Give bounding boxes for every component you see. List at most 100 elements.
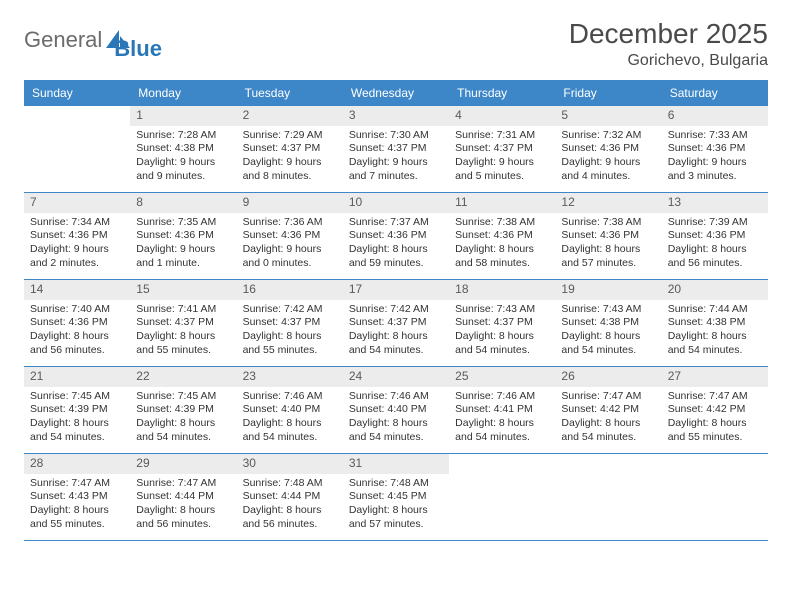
daylight-text: Daylight: 8 hours and 55 minutes.	[243, 330, 337, 357]
day-body: Sunrise: 7:47 AMSunset: 4:44 PMDaylight:…	[130, 474, 236, 538]
day-number: 13	[662, 193, 768, 213]
day-body: Sunrise: 7:29 AMSunset: 4:37 PMDaylight:…	[237, 126, 343, 190]
daylight-text: Daylight: 8 hours and 57 minutes.	[561, 243, 655, 270]
day-number: 30	[237, 454, 343, 474]
day-cell: 13Sunrise: 7:39 AMSunset: 4:36 PMDayligh…	[662, 193, 768, 279]
day-cell: 23Sunrise: 7:46 AMSunset: 4:40 PMDayligh…	[237, 367, 343, 453]
sunrise-text: Sunrise: 7:39 AM	[668, 216, 762, 230]
day-body: Sunrise: 7:47 AMSunset: 4:42 PMDaylight:…	[662, 387, 768, 451]
sunrise-text: Sunrise: 7:45 AM	[30, 390, 124, 404]
sunset-text: Sunset: 4:44 PM	[136, 490, 230, 504]
day-body: Sunrise: 7:43 AMSunset: 4:38 PMDaylight:…	[555, 300, 661, 364]
sunrise-text: Sunrise: 7:43 AM	[561, 303, 655, 317]
day-cell: 14Sunrise: 7:40 AMSunset: 4:36 PMDayligh…	[24, 280, 130, 366]
day-number: 8	[130, 193, 236, 213]
daylight-text: Daylight: 8 hours and 55 minutes.	[136, 330, 230, 357]
day-body: Sunrise: 7:42 AMSunset: 4:37 PMDaylight:…	[237, 300, 343, 364]
day-cell: 27Sunrise: 7:47 AMSunset: 4:42 PMDayligh…	[662, 367, 768, 453]
sunrise-text: Sunrise: 7:44 AM	[668, 303, 762, 317]
sunset-text: Sunset: 4:45 PM	[349, 490, 443, 504]
weekday-header: Thursday	[449, 80, 555, 106]
sunrise-text: Sunrise: 7:30 AM	[349, 129, 443, 143]
sunset-text: Sunset: 4:40 PM	[243, 403, 337, 417]
day-number: 22	[130, 367, 236, 387]
daylight-text: Daylight: 8 hours and 56 minutes.	[243, 504, 337, 531]
daylight-text: Daylight: 8 hours and 54 minutes.	[30, 417, 124, 444]
day-cell: 5Sunrise: 7:32 AMSunset: 4:36 PMDaylight…	[555, 106, 661, 192]
day-body: Sunrise: 7:41 AMSunset: 4:37 PMDaylight:…	[130, 300, 236, 364]
day-cell: 20Sunrise: 7:44 AMSunset: 4:38 PMDayligh…	[662, 280, 768, 366]
daylight-text: Daylight: 8 hours and 58 minutes.	[455, 243, 549, 270]
sunrise-text: Sunrise: 7:46 AM	[243, 390, 337, 404]
sunset-text: Sunset: 4:36 PM	[668, 142, 762, 156]
weekday-header: Wednesday	[343, 80, 449, 106]
week-row: 21Sunrise: 7:45 AMSunset: 4:39 PMDayligh…	[24, 367, 768, 454]
week-row: 28Sunrise: 7:47 AMSunset: 4:43 PMDayligh…	[24, 454, 768, 541]
day-number: 2	[237, 106, 343, 126]
calendar-body: . 1Sunrise: 7:28 AMSunset: 4:38 PMDayligh…	[24, 106, 768, 541]
day-number: 11	[449, 193, 555, 213]
sunrise-text: Sunrise: 7:47 AM	[136, 477, 230, 491]
sunrise-text: Sunrise: 7:46 AM	[455, 390, 549, 404]
sunset-text: Sunset: 4:36 PM	[561, 229, 655, 243]
sunset-text: Sunset: 4:40 PM	[349, 403, 443, 417]
day-number: 6	[662, 106, 768, 126]
sunrise-text: Sunrise: 7:47 AM	[561, 390, 655, 404]
day-body: Sunrise: 7:35 AMSunset: 4:36 PMDaylight:…	[130, 213, 236, 277]
day-body: Sunrise: 7:43 AMSunset: 4:37 PMDaylight:…	[449, 300, 555, 364]
day-body: Sunrise: 7:47 AMSunset: 4:42 PMDaylight:…	[555, 387, 661, 451]
day-body: Sunrise: 7:32 AMSunset: 4:36 PMDaylight:…	[555, 126, 661, 190]
day-body: Sunrise: 7:36 AMSunset: 4:36 PMDaylight:…	[237, 213, 343, 277]
sunrise-text: Sunrise: 7:28 AM	[136, 129, 230, 143]
day-number: 31	[343, 454, 449, 474]
sunrise-text: Sunrise: 7:34 AM	[30, 216, 124, 230]
week-row: .1Sunrise: 7:28 AMSunset: 4:38 PMDayligh…	[24, 106, 768, 193]
day-body: Sunrise: 7:45 AMSunset: 4:39 PMDaylight:…	[24, 387, 130, 451]
daylight-text: Daylight: 8 hours and 54 minutes.	[561, 417, 655, 444]
day-body: Sunrise: 7:38 AMSunset: 4:36 PMDaylight:…	[555, 213, 661, 277]
day-cell: 24Sunrise: 7:46 AMSunset: 4:40 PMDayligh…	[343, 367, 449, 453]
day-cell: 19Sunrise: 7:43 AMSunset: 4:38 PMDayligh…	[555, 280, 661, 366]
sunset-text: Sunset: 4:36 PM	[455, 229, 549, 243]
day-cell: 16Sunrise: 7:42 AMSunset: 4:37 PMDayligh…	[237, 280, 343, 366]
day-cell: 11 Sunrise: 7:38 AMSunset: 4:36 PMDayligh…	[449, 193, 555, 279]
day-number: 27	[662, 367, 768, 387]
day-cell: .	[449, 454, 555, 540]
sunset-text: Sunset: 4:37 PM	[455, 316, 549, 330]
day-number: 4	[449, 106, 555, 126]
sunrise-text: Sunrise: 7:40 AM	[30, 303, 124, 317]
sunset-text: Sunset: 4:37 PM	[243, 316, 337, 330]
sunrise-text: Sunrise: 7:47 AM	[668, 390, 762, 404]
day-number: 20	[662, 280, 768, 300]
day-number: 3	[343, 106, 449, 126]
sunset-text: Sunset: 4:39 PM	[136, 403, 230, 417]
sunrise-text: Sunrise: 7:38 AM	[455, 216, 549, 230]
day-cell: 21Sunrise: 7:45 AMSunset: 4:39 PMDayligh…	[24, 367, 130, 453]
daylight-text: Daylight: 8 hours and 55 minutes.	[668, 417, 762, 444]
sunrise-text: Sunrise: 7:33 AM	[668, 129, 762, 143]
daylight-text: Daylight: 8 hours and 56 minutes.	[30, 330, 124, 357]
day-body: Sunrise: 7:30 AMSunset: 4:37 PMDaylight:…	[343, 126, 449, 190]
day-cell: 1Sunrise: 7:28 AMSunset: 4:38 PMDaylight…	[130, 106, 236, 192]
day-cell: 22Sunrise: 7:45 AMSunset: 4:39 PMDayligh…	[130, 367, 236, 453]
day-body: Sunrise: 7:45 AMSunset: 4:39 PMDaylight:…	[130, 387, 236, 451]
day-cell: 3Sunrise: 7:30 AMSunset: 4:37 PMDaylight…	[343, 106, 449, 192]
day-body: Sunrise: 7:48 AMSunset: 4:44 PMDaylight:…	[237, 474, 343, 538]
sunset-text: Sunset: 4:37 PM	[243, 142, 337, 156]
day-number: 23	[237, 367, 343, 387]
header: General Blue December 2025 Gorichevo, Bu…	[24, 18, 768, 70]
daylight-text: Daylight: 9 hours and 3 minutes.	[668, 156, 762, 183]
day-number: 16	[237, 280, 343, 300]
daylight-text: Daylight: 8 hours and 56 minutes.	[668, 243, 762, 270]
daylight-text: Daylight: 8 hours and 57 minutes.	[349, 504, 443, 531]
day-body: Sunrise: 7:31 AMSunset: 4:37 PMDaylight:…	[449, 126, 555, 190]
day-cell: 10Sunrise: 7:37 AMSunset: 4:36 PMDayligh…	[343, 193, 449, 279]
daylight-text: Daylight: 8 hours and 55 minutes.	[30, 504, 124, 531]
sunrise-text: Sunrise: 7:35 AM	[136, 216, 230, 230]
day-cell: 25Sunrise: 7:46 AMSunset: 4:41 PMDayligh…	[449, 367, 555, 453]
day-number: 18	[449, 280, 555, 300]
sunset-text: Sunset: 4:36 PM	[136, 229, 230, 243]
day-body: Sunrise: 7:46 AMSunset: 4:40 PMDaylight:…	[343, 387, 449, 451]
day-body: Sunrise: 7:46 AMSunset: 4:40 PMDaylight:…	[237, 387, 343, 451]
day-number: 17	[343, 280, 449, 300]
